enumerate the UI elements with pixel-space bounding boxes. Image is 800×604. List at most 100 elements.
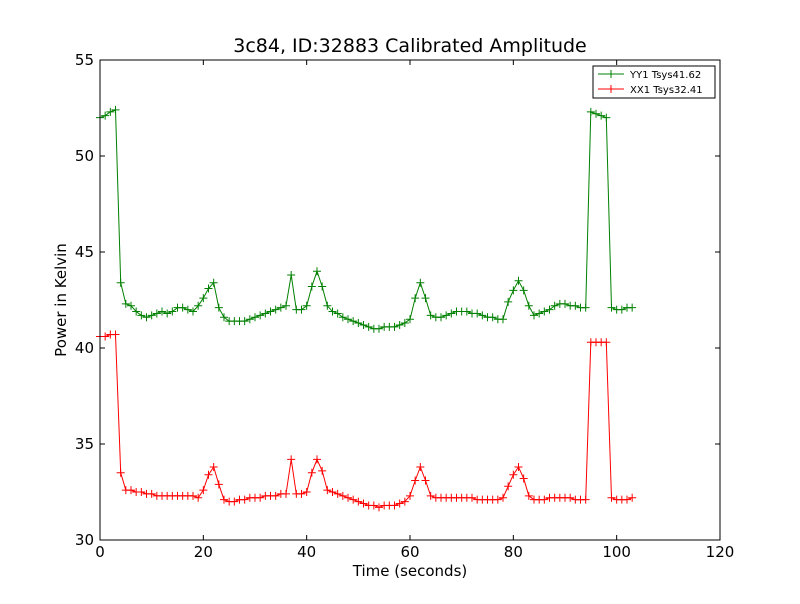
data-point-xx1 (111, 330, 120, 339)
data-point-xx1 (514, 463, 523, 472)
data-point-yy1 (499, 315, 507, 324)
data-point-yy1 (406, 315, 414, 324)
data-point-yy1 (359, 320, 368, 329)
data-point-xx1 (323, 486, 332, 495)
data-point-yy1 (354, 319, 363, 328)
data-point-yy1 (220, 313, 228, 322)
data-point-xx1 (302, 488, 311, 496)
data-point-yy1 (297, 305, 306, 314)
y-tick-label: 45 (75, 243, 94, 261)
data-point-yy1 (214, 303, 223, 312)
data-point-xx1 (328, 488, 337, 496)
data-point-yy1 (602, 113, 611, 122)
data-point-xx1 (411, 476, 420, 485)
data-point-xx1 (338, 491, 347, 500)
data-point-yy1 (411, 294, 420, 303)
data-point-xx1 (101, 332, 110, 341)
x-tick-label: 60 (400, 543, 419, 561)
data-point-xx1 (297, 489, 306, 498)
data-point-xx1 (137, 488, 146, 496)
data-point-yy1 (152, 309, 161, 318)
data-point-xx1 (359, 499, 368, 508)
data-point-xx1 (147, 489, 156, 498)
data-point-yy1 (323, 301, 332, 310)
series-layer (96, 105, 637, 512)
data-point-xx1 (400, 497, 409, 506)
legend-label-xx1: XX1 Tsys32.41 (630, 85, 703, 96)
data-point-xx1 (493, 495, 502, 504)
data-point-yy1 (194, 301, 203, 310)
data-point-xx1 (189, 491, 197, 500)
data-point-xx1 (307, 468, 316, 477)
data-point-xx1 (194, 493, 203, 502)
y-tick-label: 35 (75, 435, 94, 453)
plot-area (100, 60, 720, 540)
y-tick-label: 50 (75, 147, 94, 165)
legend-label-yy1: YY1 Tsys41.62 (629, 70, 701, 81)
data-point-yy1 (514, 276, 523, 285)
data-point-yy1 (137, 311, 146, 320)
data-point-yy1 (586, 107, 595, 116)
data-point-yy1 (416, 278, 425, 287)
data-point-yy1 (142, 313, 151, 322)
data-point-yy1 (256, 311, 265, 320)
data-point-yy1 (282, 301, 290, 310)
data-point-yy1 (519, 286, 528, 295)
data-point-xx1 (566, 493, 575, 502)
data-point-xx1 (256, 493, 265, 502)
data-point-xx1 (344, 493, 352, 502)
data-point-xx1 (426, 491, 435, 500)
data-point-yy1 (530, 311, 538, 320)
data-point-yy1 (592, 109, 600, 118)
data-point-yy1 (287, 271, 296, 280)
data-point-xx1 (395, 499, 404, 508)
data-point-yy1 (561, 299, 569, 308)
data-point-yy1 (607, 303, 616, 312)
data-point-yy1 (473, 309, 482, 318)
data-point-yy1 (333, 309, 342, 318)
data-point-xx1 (416, 463, 425, 472)
data-point-yy1 (251, 313, 259, 322)
data-point-yy1 (266, 307, 275, 316)
data-point-yy1 (581, 303, 590, 312)
data-point-xx1 (607, 493, 616, 502)
data-point-yy1 (437, 313, 445, 322)
x-tick-label: 120 (706, 543, 735, 561)
legend: YY1 Tsys41.62 XX1 Tsys32.41 (592, 65, 716, 99)
data-point-xx1 (602, 338, 611, 347)
data-point-yy1 (189, 307, 197, 316)
x-axis-label: Time (seconds) (352, 562, 468, 580)
data-point-xx1 (499, 493, 507, 502)
data-point-yy1 (509, 286, 518, 295)
data-point-xx1 (240, 495, 249, 504)
data-point-yy1 (132, 307, 141, 316)
data-point-yy1 (390, 322, 399, 331)
data-point-yy1 (127, 301, 135, 310)
data-point-xx1 (209, 463, 218, 472)
data-point-yy1 (540, 307, 549, 316)
data-point-yy1 (245, 315, 254, 324)
y-tick-label: 40 (75, 339, 94, 357)
data-point-xx1 (230, 497, 239, 506)
data-point-yy1 (261, 309, 270, 318)
data-point-yy1 (121, 299, 130, 308)
y-axis-label: Power in Kelvin (52, 243, 70, 357)
data-point-yy1 (101, 111, 110, 120)
data-point-yy1 (447, 309, 456, 318)
data-point-yy1 (302, 301, 311, 310)
data-point-xx1 (333, 489, 342, 498)
y-tick-label: 55 (75, 51, 94, 69)
data-point-yy1 (364, 322, 373, 331)
data-point-yy1 (442, 311, 451, 320)
data-point-yy1 (421, 294, 430, 303)
x-tick-label: 40 (297, 543, 316, 561)
data-point-yy1 (597, 111, 606, 120)
data-point-yy1 (147, 311, 156, 320)
data-point-xx1 (287, 455, 296, 464)
data-point-yy1 (375, 324, 383, 333)
data-point-xx1 (313, 455, 321, 464)
data-point-yy1 (313, 267, 321, 276)
data-point-yy1 (550, 301, 559, 310)
